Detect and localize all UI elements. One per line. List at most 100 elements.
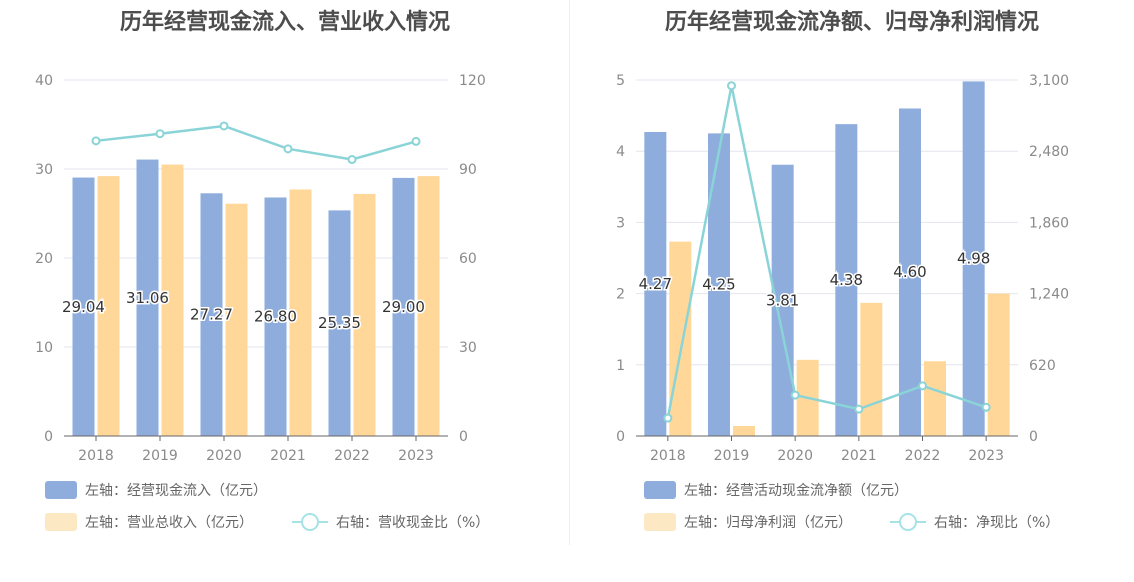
legend-swatch-bar (644, 513, 676, 531)
bar-2021-secondary (860, 302, 883, 436)
data-label-2020: 27.27 (190, 306, 233, 324)
y-tick-label-left: 1 (616, 358, 625, 374)
y-tick-label-right: 120 (459, 73, 486, 89)
x-tick-label: 2021 (270, 448, 306, 464)
x-tick-label: 2022 (334, 448, 370, 464)
bar-2018-secondary (97, 176, 120, 436)
data-label-2019: 31.06 (126, 289, 169, 307)
legend-label: 左轴：经营现金流入（亿元） (85, 483, 267, 499)
data-label-2022: 4.60 (893, 263, 926, 281)
chart-plot-cash-inflow-revenue: 0 10 20 30 40 0 30 60 90 120 2018 2019 2020 2021 2022 2… (35, 73, 486, 464)
y-tick-label-right: 0 (1029, 429, 1038, 445)
y-tick-label-left: 10 (35, 340, 53, 356)
bar-2022-primary (899, 108, 921, 436)
line-point-2019 (727, 81, 736, 91)
line-point-2023 (981, 402, 991, 412)
legend-item-net-operating-cash[interactable]: 左轴：经营活动现金流净额（亿元） (644, 479, 908, 501)
x-tick-label: 2023 (398, 448, 434, 464)
bar-2023-secondary (417, 176, 440, 436)
chart-panel-cash-inflow-revenue: 历年经营现金流入、营业收入情况 0 10 20 30 40 0 30 60 90 120 2018 2… (35, 10, 489, 533)
y-tick-label-right: 0 (459, 429, 468, 445)
bar-2022-secondary (353, 193, 376, 436)
data-label-2021: 4.38 (830, 271, 863, 289)
legend-item-revenue-cash-ratio[interactable]: 右轴：营收现金比（%） (292, 511, 489, 533)
y-tick-label-right: 1,240 (1029, 287, 1069, 303)
x-tick-label: 2018 (650, 448, 686, 464)
chart-plot-net-cash-profit: 0 1 2 3 4 5 0 620 1,240 1,860 2,480 3,100 2018 2019 20… (616, 73, 1069, 464)
data-label-2023: 4.98 (957, 250, 990, 268)
x-tick-label: 2020 (777, 448, 813, 464)
y-tick-label-left: 40 (35, 73, 53, 89)
data-label-2018: 4.27 (639, 275, 672, 293)
bar-2020-primary (200, 193, 223, 436)
line-point-2018 (663, 413, 673, 423)
chart-panel-net-cash-profit: 历年经营现金流净额、归母净利润情况 0 1 2 3 4 5 0 620 1,240 1,860 2,… (570, 0, 1134, 582)
bar-2019-primary (136, 159, 159, 437)
bar-2021-primary (264, 197, 287, 436)
data-label-2021: 26.80 (254, 308, 297, 326)
y-tick-label-left: 3 (616, 215, 625, 231)
legend-item-net-cash-ratio[interactable]: 右轴：净现比（%） (890, 511, 1059, 533)
line-point-2018 (91, 136, 101, 146)
y-tick-label-left: 20 (35, 251, 53, 267)
chart-title: 历年经营现金流净额、归母净利润情况 (664, 10, 1039, 35)
line-point-2023 (411, 136, 421, 146)
line-series (95, 124, 417, 161)
legend-swatch-bar (644, 481, 676, 499)
line-series (666, 85, 987, 419)
legend-swatch-line (292, 513, 328, 531)
bar-2019-secondary (161, 164, 184, 437)
line-point-2022 (918, 381, 927, 391)
bar-2023-secondary (987, 293, 1010, 436)
legend-swatch-bar (45, 513, 77, 531)
bar-2022-secondary (924, 361, 946, 436)
line-point-2020 (219, 121, 229, 131)
chart-title: 历年经营现金流入、营业收入情况 (119, 10, 450, 35)
x-tick-label: 2019 (714, 448, 750, 464)
y-tick-label-right: 90 (459, 162, 477, 178)
data-label-2023: 29.00 (382, 298, 425, 316)
x-tick-label: 2023 (968, 448, 1004, 464)
legend-label: 左轴：经营活动现金流净额（亿元） (684, 483, 908, 499)
bar-2019-primary (708, 133, 730, 436)
bar-2018-primary (72, 177, 95, 436)
y-tick-label-left: 2 (616, 287, 625, 303)
y-tick-label-right: 620 (1029, 358, 1056, 374)
legend-item-cash-inflow[interactable]: 左轴：经营现金流入（亿元） (45, 479, 267, 501)
line-point-2021 (283, 144, 293, 154)
x-tick-label: 2020 (206, 448, 242, 464)
line-point-2022 (347, 155, 357, 165)
legend-item-revenue[interactable]: 左轴：营业总收入（亿元） (45, 511, 253, 533)
bar-2018-primary (644, 131, 667, 436)
y-tick-label-left: 4 (616, 144, 625, 160)
legend-item-net-profit[interactable]: 左轴：归母净利润（亿元） (644, 511, 852, 533)
x-tick-label: 2022 (905, 448, 941, 464)
y-tick-label-right: 2,480 (1029, 144, 1069, 160)
bar-2021-secondary (289, 189, 312, 436)
bar-2023-primary (392, 177, 415, 436)
legend-label: 左轴：营业总收入（亿元） (85, 515, 253, 531)
bar-2022-primary (328, 210, 351, 436)
y-tick-label-right: 30 (459, 340, 477, 356)
line-point-2021 (854, 404, 864, 414)
x-tick-label: 2021 (841, 448, 877, 464)
legend-label: 右轴：营收现金比（%） (336, 515, 490, 531)
x-tick-label: 2019 (142, 448, 178, 464)
bar-2018-secondary (669, 241, 692, 436)
data-label-2018: 29.04 (62, 298, 105, 316)
x-tick-label: 2018 (78, 448, 114, 464)
data-label-2020: 3.81 (766, 291, 799, 309)
legend-swatch-line (890, 513, 926, 531)
y-tick-label-left: 30 (35, 162, 53, 178)
panel-divider (569, 0, 570, 545)
data-label-2019: 4.25 (702, 276, 735, 294)
bar-2020-secondary (225, 203, 248, 436)
y-tick-label-right: 1,860 (1029, 215, 1069, 231)
y-tick-label-left: 0 (44, 429, 53, 445)
bar-2021-primary (835, 124, 858, 437)
y-tick-label-right: 3,100 (1029, 73, 1069, 89)
data-label-2022: 25.35 (318, 314, 361, 332)
bar-2019-secondary (733, 426, 755, 436)
y-tick-label-right: 60 (459, 251, 477, 267)
y-tick-label-left: 5 (616, 73, 625, 89)
